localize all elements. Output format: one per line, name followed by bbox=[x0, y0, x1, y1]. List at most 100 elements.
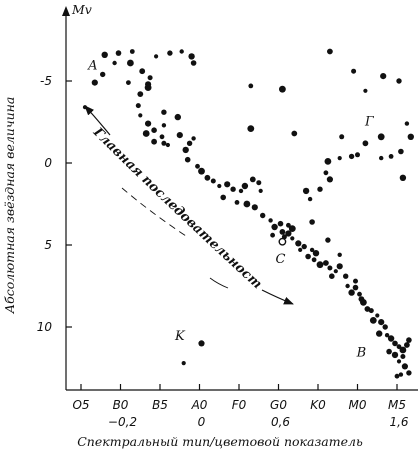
star-point bbox=[161, 140, 167, 146]
star-point bbox=[407, 133, 414, 140]
star-point bbox=[135, 103, 141, 109]
star-point bbox=[333, 269, 338, 274]
star-point bbox=[362, 140, 369, 147]
star-point bbox=[396, 359, 402, 364]
star-point bbox=[144, 84, 152, 91]
star-point bbox=[387, 335, 395, 342]
x-tick-label: F0 bbox=[232, 398, 247, 412]
x-tick-sublabel: 0,6 bbox=[271, 415, 290, 429]
star-point bbox=[316, 261, 324, 269]
main-sequence-arrow-right bbox=[261, 289, 294, 305]
y-axis-label: Абсолютная звёздная величина bbox=[2, 97, 17, 315]
star-point bbox=[238, 188, 244, 194]
x-tick-label: K0 bbox=[310, 398, 326, 412]
star-point bbox=[317, 186, 323, 192]
star-point bbox=[279, 85, 286, 93]
star-point bbox=[391, 351, 399, 359]
star-point bbox=[290, 236, 295, 241]
star-point bbox=[324, 158, 332, 165]
star-point bbox=[339, 134, 345, 140]
star-point bbox=[154, 54, 159, 59]
star-point bbox=[291, 130, 298, 137]
star-point bbox=[337, 156, 342, 161]
star-point bbox=[243, 200, 251, 208]
star-point bbox=[186, 140, 193, 146]
star-point bbox=[309, 219, 315, 225]
star-point bbox=[400, 354, 406, 359]
star-point bbox=[394, 373, 400, 379]
star-point bbox=[379, 155, 384, 161]
star-point bbox=[376, 330, 383, 337]
star-point bbox=[384, 333, 390, 338]
star-point bbox=[327, 48, 333, 55]
star-point bbox=[311, 257, 317, 263]
star-point bbox=[375, 313, 380, 318]
star-point bbox=[368, 308, 374, 314]
sun-marker bbox=[278, 237, 287, 246]
star-point bbox=[279, 229, 286, 235]
y-ticks: -5 0 5 10 bbox=[37, 74, 72, 334]
star-point bbox=[101, 51, 108, 58]
x-tick-label: O5 bbox=[72, 398, 89, 412]
x-tick-label: M0 bbox=[349, 398, 367, 412]
star-point bbox=[298, 247, 303, 252]
star-point bbox=[309, 247, 315, 253]
annotations: A Г C K B bbox=[87, 59, 374, 361]
star-point bbox=[288, 225, 296, 233]
x-tick-label: M5 bbox=[388, 398, 406, 412]
star-point bbox=[406, 370, 412, 376]
star-point bbox=[377, 133, 385, 141]
star-point bbox=[125, 80, 131, 85]
star-point bbox=[137, 91, 144, 97]
star-point bbox=[91, 79, 98, 86]
star-point bbox=[369, 317, 377, 324]
star-point bbox=[399, 174, 407, 181]
star-point bbox=[256, 180, 262, 186]
star-point bbox=[230, 186, 236, 192]
y-tick-label: -5 bbox=[40, 74, 52, 88]
annotation-label: C bbox=[276, 252, 286, 267]
star-point bbox=[270, 232, 275, 238]
star-point bbox=[268, 218, 273, 223]
x-ticks: O5 B0 −0,2 B5 A0 0 F0 G0 0,6 K0 M0 M5 1,6 bbox=[72, 384, 409, 429]
x-tick-label: G0 bbox=[270, 398, 287, 412]
star-point bbox=[327, 265, 333, 271]
star-point bbox=[247, 125, 255, 132]
star-point bbox=[151, 138, 158, 145]
star-point bbox=[388, 154, 394, 159]
x-tick-label: B5 bbox=[152, 398, 168, 412]
x-tick-sublabel: −0,2 bbox=[108, 415, 137, 429]
star-point bbox=[401, 363, 408, 370]
x-axis-label: Спектральный тип/цветовой показатель bbox=[77, 434, 363, 449]
star-point bbox=[126, 59, 134, 67]
y-axis-arrow bbox=[62, 6, 70, 16]
annotation-label: K bbox=[174, 329, 186, 344]
star-point bbox=[355, 152, 360, 158]
x-tick-sublabel: 1,6 bbox=[389, 415, 408, 429]
x-tick-sublabel: 0 bbox=[198, 415, 206, 429]
star-point bbox=[224, 181, 231, 188]
star-point bbox=[142, 130, 150, 137]
main-sequence-label-text: Главная последовательность bbox=[0, 0, 265, 292]
star-point bbox=[336, 263, 343, 270]
star-point bbox=[138, 113, 143, 118]
star-point bbox=[325, 237, 331, 243]
star-point bbox=[161, 109, 167, 115]
star-point bbox=[353, 278, 358, 284]
star-point bbox=[174, 113, 181, 121]
star-point bbox=[191, 136, 196, 141]
star-point bbox=[241, 182, 249, 190]
star-point bbox=[329, 273, 335, 280]
star-point bbox=[285, 230, 292, 237]
annotation-label: A bbox=[87, 59, 97, 74]
star-point bbox=[198, 340, 205, 347]
star-point bbox=[249, 176, 256, 183]
star-point bbox=[217, 183, 222, 189]
star-points bbox=[82, 48, 414, 379]
main-sequence-label: Главная последовательность bbox=[0, 0, 265, 292]
main-sequence-dash-1 bbox=[121, 187, 187, 237]
star-point bbox=[307, 196, 313, 202]
star-point bbox=[351, 68, 357, 74]
star-point bbox=[302, 187, 310, 195]
